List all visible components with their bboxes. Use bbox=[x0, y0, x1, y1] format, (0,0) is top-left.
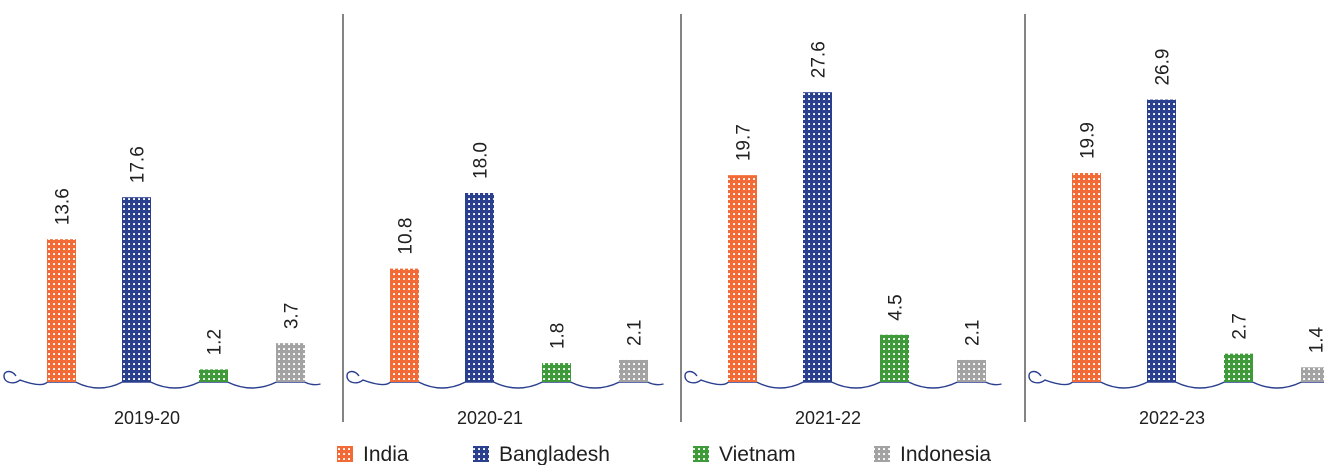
bar-bangladesh-2020-21 bbox=[465, 193, 494, 382]
value-label-bangladesh-2019-20: 17.6 bbox=[128, 146, 149, 183]
legend-item-india: India bbox=[337, 443, 409, 465]
value-label-vietnam-2020-21: 1.8 bbox=[548, 323, 569, 349]
value-label-indonesia-2021-22: 2.1 bbox=[963, 320, 984, 346]
bar-indonesia-2019-20 bbox=[276, 343, 305, 382]
bar-bangladesh-2022-23 bbox=[1147, 99, 1176, 383]
value-label-india-2019-20: 13.6 bbox=[53, 188, 74, 225]
bar-vietnam-2019-20 bbox=[199, 369, 228, 382]
bar-india-2021-22 bbox=[728, 175, 757, 382]
value-label-vietnam-2019-20: 1.2 bbox=[205, 329, 226, 355]
bar-india-2022-23 bbox=[1072, 173, 1101, 382]
panel-2020-21: 10.8 18.0 1.8 2.1 2020-21 bbox=[346, 142, 664, 428]
value-label-bangladesh-2021-22: 27.6 bbox=[809, 41, 830, 78]
thread-line-2021-22 bbox=[684, 370, 1002, 389]
value-label-indonesia-2020-21: 2.1 bbox=[625, 320, 646, 346]
value-label-india-2022-23: 19.9 bbox=[1078, 122, 1099, 159]
value-label-vietnam-2022-23: 2.7 bbox=[1230, 313, 1251, 339]
thread-line-2020-21 bbox=[346, 370, 664, 389]
value-label-vietnam-2021-22: 4.5 bbox=[886, 294, 907, 320]
period-label-2021-22: 2021-22 bbox=[795, 408, 861, 428]
panel-2019-20: 13.6 17.6 1.2 3.7 2019-20 bbox=[3, 146, 321, 428]
bar-indonesia-2022-23 bbox=[1301, 367, 1324, 382]
legend-label-vietnam: Vietnam bbox=[719, 443, 796, 465]
legend-item-indonesia: Indonesia bbox=[874, 443, 991, 465]
period-label-2022-23: 2022-23 bbox=[1139, 408, 1205, 428]
legend: India Bangladesh Vietnam Indonesia bbox=[337, 443, 991, 465]
value-label-india-2021-22: 19.7 bbox=[734, 124, 755, 161]
legend-label-indonesia: Indonesia bbox=[900, 443, 991, 465]
bar-vietnam-2021-22 bbox=[880, 334, 909, 382]
bar-india-2019-20 bbox=[47, 239, 76, 382]
legend-swatch-vietnam bbox=[693, 446, 709, 462]
bar-vietnam-2020-21 bbox=[542, 363, 571, 382]
panel-2022-23: 19.9 26.9 2.7 1.4 2022-23 bbox=[1028, 49, 1324, 428]
bar-indonesia-2021-22 bbox=[957, 359, 986, 382]
value-label-bangladesh-2022-23: 26.9 bbox=[1153, 49, 1174, 86]
bar-indonesia-2020-21 bbox=[619, 359, 648, 382]
legend-swatch-india bbox=[337, 446, 353, 462]
period-label-2019-20: 2019-20 bbox=[114, 408, 180, 428]
value-label-indonesia-2019-20: 3.7 bbox=[282, 303, 303, 329]
legend-label-india: India bbox=[363, 443, 409, 465]
period-label-2020-21: 2020-21 bbox=[457, 408, 523, 428]
value-label-indonesia-2022-23: 1.4 bbox=[1307, 326, 1324, 353]
panel-2021-22: 19.7 27.6 4.5 2.1 2021-22 bbox=[684, 41, 1002, 428]
legend-swatch-bangladesh bbox=[473, 446, 489, 462]
legend-item-bangladesh: Bangladesh bbox=[473, 443, 610, 465]
bar-bangladesh-2021-22 bbox=[803, 92, 832, 382]
thread-line-2019-20 bbox=[3, 370, 321, 389]
legend-swatch-indonesia bbox=[874, 446, 890, 462]
legend-label-bangladesh: Bangladesh bbox=[499, 443, 610, 465]
bar-india-2020-21 bbox=[390, 268, 419, 382]
value-label-bangladesh-2020-21: 18.0 bbox=[471, 142, 492, 179]
legend-item-vietnam: Vietnam bbox=[693, 443, 796, 465]
thread-line-2022-23 bbox=[1028, 370, 1324, 389]
bar-bangladesh-2019-20 bbox=[122, 197, 151, 382]
value-label-india-2020-21: 10.8 bbox=[396, 218, 417, 255]
bar-vietnam-2022-23 bbox=[1224, 353, 1253, 382]
